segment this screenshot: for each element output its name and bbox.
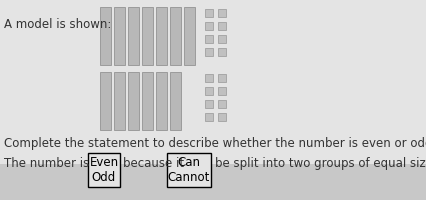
Bar <box>128 8 139 66</box>
Bar <box>184 8 195 66</box>
Bar <box>142 73 153 130</box>
Bar <box>114 8 125 66</box>
Bar <box>204 10 213 18</box>
Bar <box>204 100 213 108</box>
Bar <box>218 100 225 108</box>
Bar <box>204 49 213 57</box>
Text: Cannot: Cannot <box>167 170 210 183</box>
Bar <box>114 73 125 130</box>
Bar <box>128 73 139 130</box>
Bar <box>204 36 213 44</box>
Bar <box>167 153 210 187</box>
Bar <box>170 8 181 66</box>
Bar <box>155 8 167 66</box>
Bar <box>142 8 153 66</box>
Bar <box>100 73 111 130</box>
Text: be split into two groups of equal size.: be split into two groups of equal size. <box>215 156 426 169</box>
Bar <box>100 8 111 66</box>
Text: Can: Can <box>177 155 200 168</box>
Bar <box>0 164 426 200</box>
Bar <box>0 0 426 164</box>
Bar <box>204 113 213 121</box>
Bar <box>88 153 120 187</box>
Text: A model is shown:: A model is shown: <box>4 18 111 31</box>
Bar <box>218 23 225 31</box>
Bar <box>218 113 225 121</box>
Bar <box>218 10 225 18</box>
Text: The number is: The number is <box>4 156 89 169</box>
Bar <box>204 75 213 83</box>
Bar <box>218 36 225 44</box>
Text: Odd: Odd <box>92 170 116 183</box>
Bar <box>218 75 225 83</box>
Bar <box>170 73 181 130</box>
Bar <box>155 73 167 130</box>
Text: because it: because it <box>123 156 184 169</box>
Bar <box>218 88 225 96</box>
Bar <box>218 49 225 57</box>
Bar <box>204 88 213 96</box>
Text: Complete the statement to describe whether the number is even or odd.: Complete the statement to describe wheth… <box>4 136 426 149</box>
Bar <box>204 23 213 31</box>
Text: Even: Even <box>89 155 118 168</box>
